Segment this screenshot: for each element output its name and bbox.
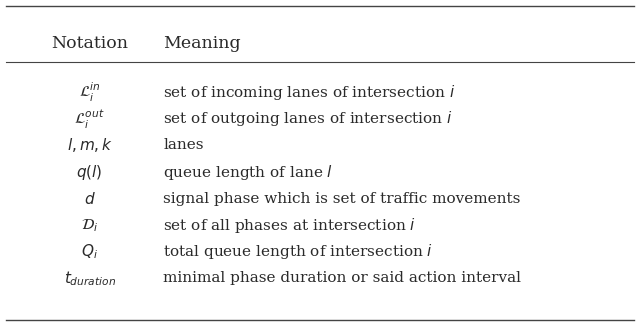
Text: queue length of lane $l$: queue length of lane $l$ <box>163 163 333 181</box>
Text: $d$: $d$ <box>84 191 95 207</box>
Text: signal phase which is set of traffic movements: signal phase which is set of traffic mov… <box>163 191 520 206</box>
Text: set of incoming lanes of intersection $i$: set of incoming lanes of intersection $i… <box>163 83 456 102</box>
Text: total queue length of intersection $i$: total queue length of intersection $i$ <box>163 242 433 261</box>
Text: $\mathcal{D}_i$: $\mathcal{D}_i$ <box>81 217 98 234</box>
Text: $\mathcal{L}_i^{out}$: $\mathcal{L}_i^{out}$ <box>74 107 105 131</box>
Text: $\mathcal{L}_i^{in}$: $\mathcal{L}_i^{in}$ <box>79 81 100 104</box>
Text: lanes: lanes <box>163 138 204 153</box>
Text: set of outgoing lanes of intersection $i$: set of outgoing lanes of intersection $i… <box>163 110 452 128</box>
Text: $l, m, k$: $l, m, k$ <box>67 136 113 155</box>
Text: Notation: Notation <box>51 35 128 52</box>
Text: $q(l)$: $q(l)$ <box>76 163 103 181</box>
Text: Meaning: Meaning <box>163 35 241 52</box>
Text: $t_{duration}$: $t_{duration}$ <box>63 269 116 288</box>
Text: minimal phase duration or said action interval: minimal phase duration or said action in… <box>163 271 521 285</box>
Text: $Q_i$: $Q_i$ <box>81 242 98 261</box>
Text: set of all phases at intersection $i$: set of all phases at intersection $i$ <box>163 216 416 235</box>
